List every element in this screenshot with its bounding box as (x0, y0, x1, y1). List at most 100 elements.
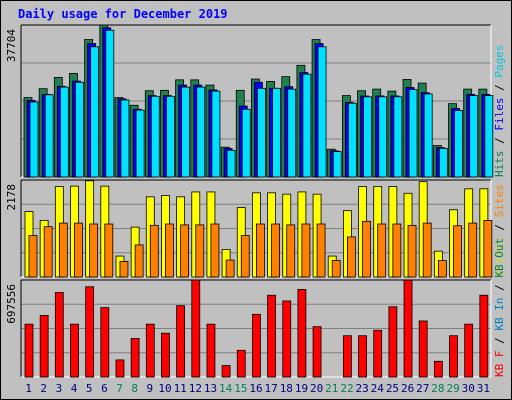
bar-sites-day-25 (392, 223, 402, 278)
panel-1-ymax-label: 2178 (5, 184, 18, 211)
day-label-8: 8 (131, 382, 138, 395)
bar-pages-day-23 (363, 96, 372, 178)
day-label-14: 14 (219, 382, 233, 395)
bar-sites-day-13 (210, 223, 220, 278)
bar-kb-f-day-20 (312, 326, 322, 378)
bar-kb-f-day-15 (236, 349, 246, 378)
legend-separator: / (493, 131, 506, 151)
bar-sites-day-8 (134, 244, 144, 278)
bar-sites-day-7 (119, 261, 129, 278)
bar-pages-day-21 (332, 151, 342, 178)
bar-pages-day-31 (484, 95, 494, 178)
bar-pages-day-14 (226, 149, 236, 178)
bar-sites-day-24 (377, 223, 387, 278)
day-label-7: 7 (116, 382, 123, 395)
bar-pages-day-2 (44, 94, 54, 178)
bar-pages-day-18 (287, 88, 297, 178)
bar-kb-f-day-7 (115, 359, 125, 378)
panel-2-ymax-label: 697556 (5, 284, 18, 324)
day-label-4: 4 (71, 382, 78, 395)
day-label-16: 16 (249, 382, 262, 395)
bar-kb-f-day-6 (100, 307, 110, 378)
bar-pages-day-6 (105, 29, 115, 178)
bar-pages-day-29 (454, 110, 463, 178)
day-label-20: 20 (310, 382, 323, 395)
legend-item-kb-f: KB F (493, 351, 506, 378)
bar-sites-day-14 (225, 259, 235, 278)
bar-kb-f-day-11 (176, 305, 186, 378)
panel-1-legend: Visits / Sites (493, 184, 506, 277)
day-label-30: 30 (462, 382, 475, 395)
bar-kb-f-day-5 (85, 286, 95, 378)
bar-pages-day-28 (438, 147, 448, 178)
bar-pages-day-19 (302, 73, 312, 178)
bar-kb-f-day-26 (403, 279, 413, 378)
bar-sites-day-20 (316, 223, 326, 278)
bar-pages-day-25 (393, 96, 403, 178)
legend-item-visits: Visits (493, 237, 506, 277)
bar-sites-day-11 (180, 224, 190, 278)
bar-sites-day-23 (362, 220, 371, 278)
bar-sites-day-6 (104, 223, 114, 278)
bar-pages-day-3 (59, 86, 69, 178)
legend-item-sites: Sites (493, 184, 506, 217)
bar-sites-day-4 (74, 222, 83, 278)
chart-title: Daily usage for December 2019 (18, 7, 228, 21)
day-label-12: 12 (189, 382, 202, 395)
day-label-25: 25 (386, 382, 399, 395)
bar-pages-day-10 (166, 95, 175, 178)
day-label-18: 18 (280, 382, 293, 395)
bar-kb-f-day-31 (479, 294, 489, 378)
bar-sites-day-19 (301, 223, 311, 278)
bar-sites-day-17 (271, 223, 280, 278)
bar-sites-day-5 (89, 223, 99, 278)
bar-kb-f-day-16 (252, 313, 261, 378)
bar-kb-f-day-18 (282, 300, 292, 378)
bar-pages-day-13 (211, 90, 221, 178)
bar-kb-f-day-30 (464, 323, 474, 378)
day-label-9: 9 (147, 382, 154, 395)
day-label-10: 10 (158, 382, 171, 395)
day-label-21: 21 (325, 382, 338, 395)
bar-kb-f-day-3 (54, 292, 64, 378)
day-label-6: 6 (101, 382, 108, 395)
panel-2-legend: KB F / KB In / KB Out (493, 238, 506, 377)
bar-pages-day-15 (241, 108, 251, 178)
bar-sites-day-31 (483, 220, 493, 278)
day-label-22: 22 (340, 382, 353, 395)
day-label-31: 31 (477, 382, 490, 395)
bar-pages-day-11 (181, 86, 191, 178)
bar-pages-day-9 (150, 95, 160, 178)
bar-pages-day-27 (423, 93, 433, 178)
bar-kb-f-day-2 (39, 314, 49, 378)
bar-kb-f-day-24 (373, 329, 383, 378)
bar-sites-day-12 (195, 224, 205, 278)
legend-item-kb-in: KB In (493, 298, 506, 331)
bar-sites-day-21 (331, 260, 341, 278)
bar-kb-f-day-28 (433, 360, 443, 378)
bar-kb-f-day-22 (342, 335, 352, 378)
day-label-15: 15 (234, 382, 247, 395)
day-label-26: 26 (401, 382, 414, 395)
bar-kb-f-day-27 (418, 320, 428, 378)
day-label-24: 24 (371, 382, 385, 395)
bar-kb-f-day-10 (161, 332, 170, 378)
day-label-5: 5 (86, 382, 93, 395)
bar-sites-day-26 (407, 224, 417, 278)
day-label-17: 17 (265, 382, 278, 395)
bar-sites-day-28 (437, 260, 447, 278)
bar-sites-day-18 (286, 224, 296, 278)
legend-item-files: Files (493, 98, 506, 131)
legend-item-pages: Pages (493, 45, 506, 78)
bar-kb-f-day-19 (297, 288, 307, 378)
day-label-19: 19 (295, 382, 308, 395)
bar-pages-day-8 (135, 109, 145, 178)
bar-pages-day-26 (408, 89, 418, 178)
bar-kb-f-day-29 (449, 335, 458, 378)
bar-pages-day-30 (469, 95, 479, 178)
legend-item-kb-out: KB Out (493, 238, 506, 278)
bar-kb-f-day-4 (70, 323, 79, 378)
day-label-11: 11 (174, 382, 187, 395)
legend-separator: / (493, 78, 506, 98)
